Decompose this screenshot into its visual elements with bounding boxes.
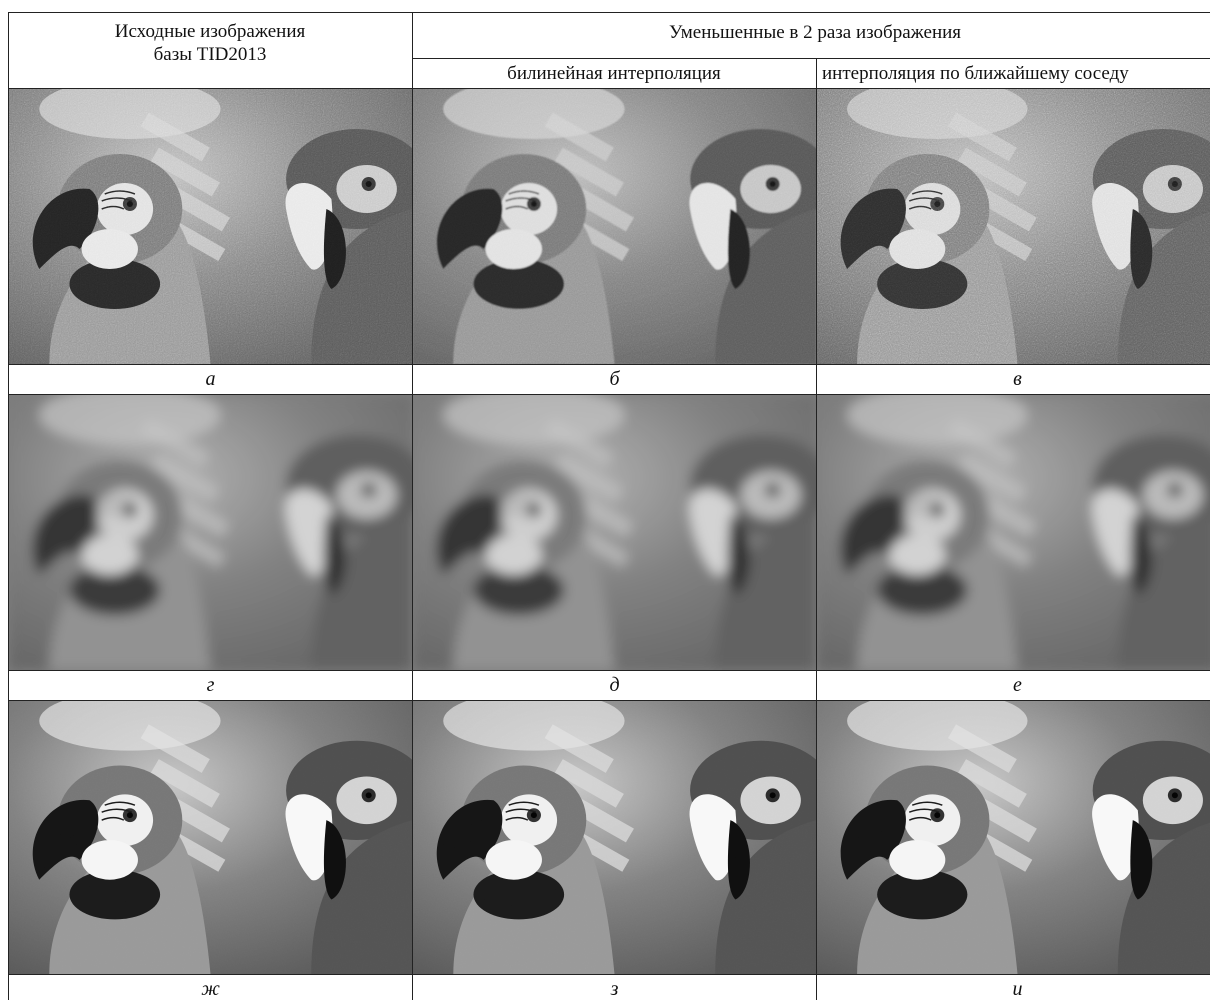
rule-row2-caption	[8, 700, 1210, 701]
header-source-column: Исходные изображения базы TID2013	[114, 21, 306, 65]
parrot-image-2	[413, 89, 816, 364]
rule-row2-image	[8, 670, 1210, 671]
panel-caption: в	[1013, 368, 1022, 390]
parrot-image-1	[9, 89, 412, 364]
panel-caption: б	[609, 368, 620, 390]
parrot-image-6	[817, 395, 1210, 670]
panel-caption: и	[1012, 978, 1023, 1000]
rule-header-bottom	[8, 88, 1210, 89]
rule-col1	[412, 12, 413, 1000]
parrot-image-9	[817, 701, 1210, 974]
panel-caption: ж	[201, 978, 220, 1000]
parrot-image-4	[9, 395, 412, 670]
rule-top	[8, 12, 1210, 13]
panel-caption: а	[205, 368, 216, 390]
panel-caption: г	[206, 674, 215, 696]
panel-caption: д	[609, 674, 620, 696]
rule-col2	[816, 58, 817, 1000]
parrot-image-8	[413, 701, 816, 974]
parrot-image-7	[9, 701, 412, 974]
parrot-image-5	[413, 395, 816, 670]
rule-left	[8, 12, 9, 1000]
parrot-image-3	[817, 89, 1210, 364]
header-reduced-group: Уменьшенные в 2 раза изображения	[668, 22, 962, 43]
header-bilinear: билинейная интерполяция	[507, 63, 721, 84]
rule-subheader	[412, 58, 1210, 59]
panel-caption: з	[610, 978, 619, 1000]
figure-table: Исходные изображения базы TID2013 Уменьш…	[8, 12, 1210, 1000]
header-nearest: интерполяция по ближайшему соседу	[822, 63, 1129, 84]
rule-row3-image	[8, 974, 1210, 975]
rule-row1-image	[8, 364, 1210, 365]
panel-caption: е	[1013, 674, 1022, 696]
rule-row1-caption	[8, 394, 1210, 395]
